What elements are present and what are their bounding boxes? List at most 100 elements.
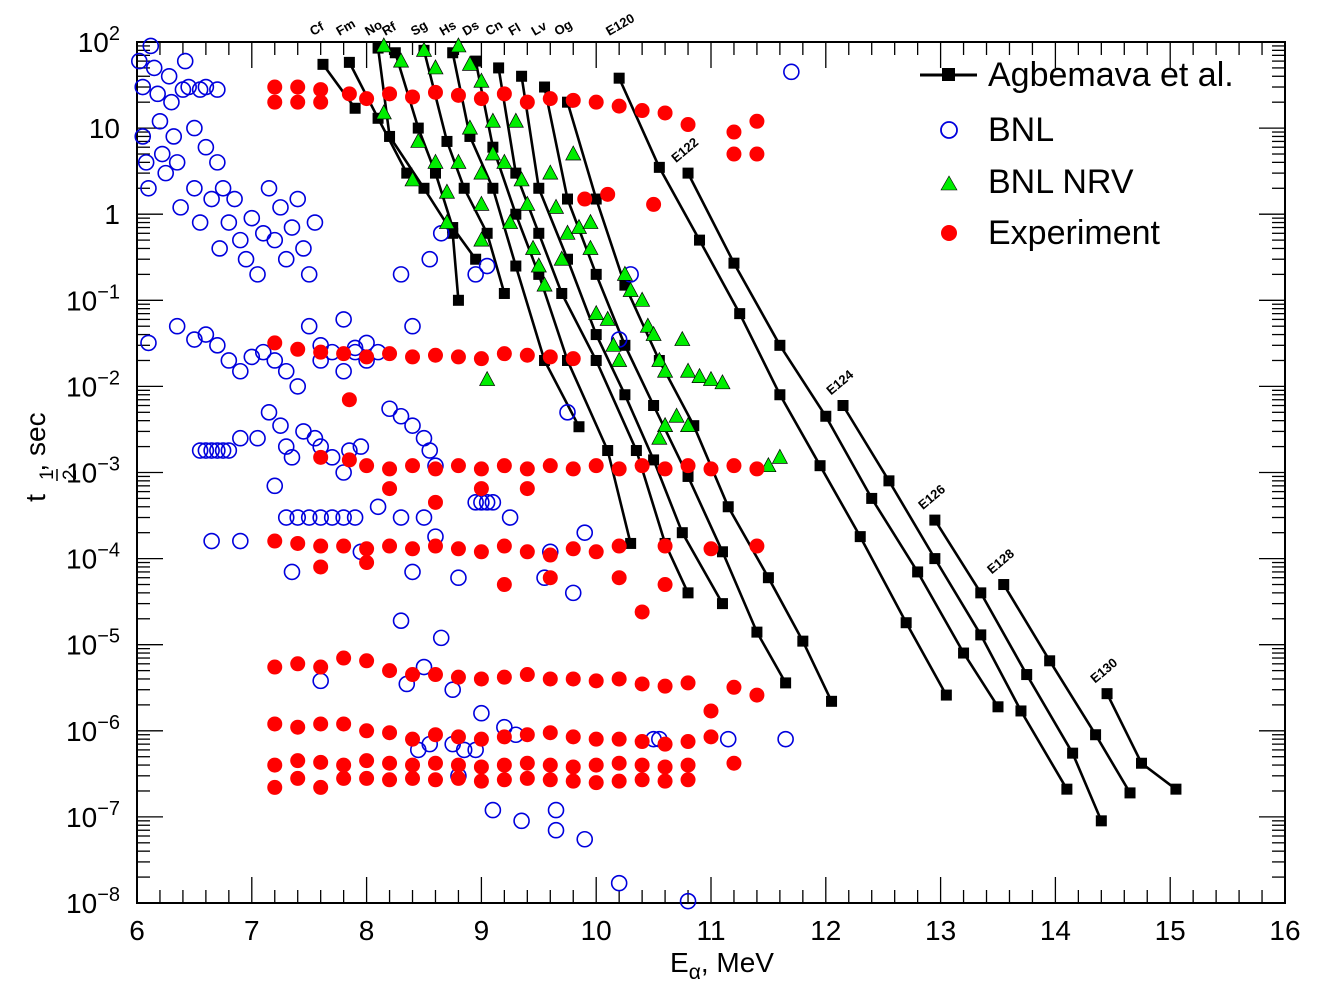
agbemava-point	[940, 689, 952, 701]
bnl-nrv-point	[530, 257, 547, 273]
agbemava-point	[797, 635, 809, 647]
experiment-point	[611, 671, 627, 687]
experiment-point	[611, 98, 627, 114]
experiment-point	[588, 731, 604, 747]
agbemava-point	[1067, 747, 1079, 759]
bnl-point	[547, 801, 565, 819]
agbemava-point	[648, 454, 660, 466]
bnl-nrv-point	[616, 265, 633, 281]
agbemava-point	[826, 695, 838, 707]
bnl-point	[277, 438, 295, 455]
agbemava-point	[412, 122, 424, 134]
agbemava-point	[1136, 757, 1147, 769]
bnl-point	[289, 509, 307, 526]
experiment-point	[290, 656, 306, 672]
experiment-point	[634, 757, 650, 773]
bnl-nrv-point	[634, 291, 651, 307]
agbemava-point	[998, 579, 1010, 591]
experiment-point	[313, 559, 329, 575]
legend-label-experiment: Experiment	[988, 214, 1161, 252]
experiment-point	[405, 458, 421, 474]
agbemava-point	[1061, 783, 1073, 795]
experiment-point	[519, 727, 535, 743]
bnl-nrv-point	[438, 213, 456, 229]
experiment-points	[267, 79, 765, 795]
y-tick-label: 10	[89, 113, 120, 144]
experiment-point	[657, 538, 673, 554]
legend-marker-agbemava	[942, 68, 955, 81]
bnl-point	[254, 343, 272, 361]
bnl-point	[168, 317, 186, 335]
experiment-point	[313, 659, 329, 675]
experiment-point	[565, 759, 581, 775]
experiment-point	[680, 757, 696, 773]
x-tick-label: 16	[1269, 915, 1300, 946]
bnl-point	[249, 429, 266, 447]
experiment-point	[427, 347, 443, 363]
bnl-nrv-point	[605, 336, 622, 352]
experiment-point	[749, 461, 765, 477]
bnl-point	[134, 78, 152, 96]
y-tick-label: 10−2	[66, 367, 120, 402]
bnl-nrv-point	[392, 52, 410, 68]
y-tick-label: 10−3	[66, 454, 120, 489]
experiment-point	[427, 727, 443, 743]
experiment-point	[359, 753, 375, 769]
bnl-point	[352, 438, 370, 455]
element-label-Cf: Cf	[307, 18, 327, 38]
bnl-point	[415, 658, 433, 676]
bnl-point	[209, 81, 226, 98]
agbemava-point	[929, 553, 941, 565]
experiment-point	[359, 91, 375, 107]
bnl-point	[220, 352, 238, 369]
bnl-point	[300, 509, 318, 526]
bnl-nrv-point	[611, 351, 628, 367]
agbemava-point	[1095, 815, 1107, 827]
agbemava-point	[590, 193, 602, 205]
bnl-nrv-point	[714, 374, 731, 390]
experiment-point	[405, 541, 421, 557]
agbemava-point	[539, 81, 551, 93]
bnl-nrv-point	[375, 37, 392, 53]
bnl-point	[312, 672, 329, 690]
bnl-point	[478, 257, 496, 275]
bnl-point	[289, 190, 307, 208]
x-tick-label: 14	[1040, 915, 1071, 946]
bnl-nrv-point	[599, 310, 616, 326]
bnl-point	[214, 442, 232, 459]
experiment-point	[611, 538, 627, 554]
experiment-point	[427, 667, 443, 683]
experiment-point	[313, 716, 329, 732]
experiment-point	[313, 754, 329, 770]
agbemava-point	[837, 400, 849, 412]
agbemava-point	[1015, 705, 1027, 717]
experiment-point	[703, 703, 719, 719]
agbemava-point	[619, 279, 631, 291]
bnl-point	[254, 225, 272, 242]
bnl-nrv-point	[519, 195, 536, 211]
experiment-point	[336, 770, 352, 786]
x-axis-title: Eα, MeV	[670, 947, 774, 981]
experiment-point	[646, 196, 662, 212]
experiment-point	[427, 755, 443, 771]
bnl-point	[260, 404, 278, 421]
bnl-point	[220, 214, 238, 231]
x-tick-label: 8	[359, 915, 375, 946]
bnl-point	[168, 154, 186, 171]
experiment-point	[313, 94, 329, 110]
bnl-point	[576, 830, 594, 848]
experiment-point	[313, 779, 329, 795]
experiment-point	[382, 481, 398, 497]
experiment-point	[290, 94, 306, 110]
experiment-point	[680, 734, 696, 750]
bnl-point	[306, 214, 324, 231]
experiment-point	[267, 757, 283, 773]
bnl-point	[163, 93, 180, 111]
experiment-point	[341, 392, 357, 408]
element-label-Rf: Rf	[379, 18, 399, 38]
experiment-point	[382, 725, 398, 741]
bnl-nrv-point	[375, 104, 392, 120]
y-tick-label: 10−1	[66, 281, 120, 316]
bnl-nrv-point	[473, 231, 490, 247]
bnl-nrv-point	[651, 351, 668, 367]
